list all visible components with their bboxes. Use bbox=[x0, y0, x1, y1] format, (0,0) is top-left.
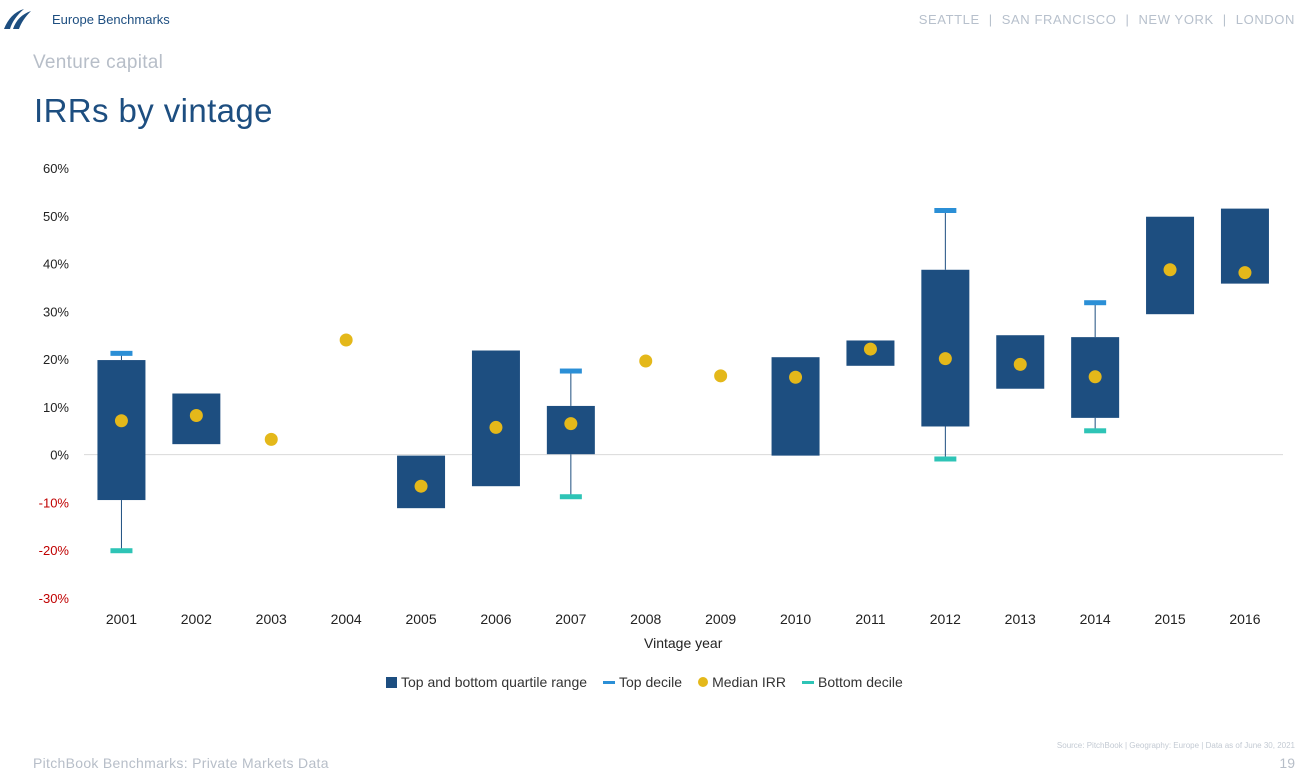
bottom-decile-marker bbox=[110, 548, 133, 554]
quartile-box bbox=[97, 360, 146, 501]
x-tick-label: 2015 bbox=[1154, 611, 1185, 627]
median-irr-point bbox=[1013, 357, 1027, 371]
median-irr-point bbox=[489, 420, 503, 434]
median-irr-point bbox=[938, 352, 952, 366]
x-tick-label: 2012 bbox=[930, 611, 961, 627]
legend-label-bottom-decile: Bottom decile bbox=[817, 674, 903, 690]
median-irr-point bbox=[714, 369, 728, 383]
city-separator: | bbox=[1222, 12, 1227, 27]
median-irr-point bbox=[789, 370, 803, 384]
median-irr-point bbox=[1238, 266, 1252, 280]
x-axis-title: Vintage year bbox=[644, 635, 723, 651]
city-separator: | bbox=[1125, 12, 1130, 27]
legend-swatch-quartile bbox=[386, 676, 397, 688]
y-tick-label: -20% bbox=[39, 543, 70, 558]
brand-label: Europe Benchmarks bbox=[52, 12, 170, 27]
x-tick-label: 2014 bbox=[1080, 611, 1111, 627]
median-irr-point bbox=[1163, 263, 1177, 277]
median-irr-point bbox=[264, 432, 278, 446]
x-tick-label: 2009 bbox=[705, 611, 736, 627]
legend-label-median: Median IRR bbox=[712, 674, 786, 690]
y-tick-label: 50% bbox=[43, 209, 69, 224]
x-tick-label: 2016 bbox=[1229, 611, 1260, 627]
y-tick-label: 60% bbox=[43, 161, 69, 176]
quartile-box bbox=[921, 269, 970, 427]
section-subtitle: Venture capital bbox=[33, 52, 164, 73]
legend-label-top-decile: Top decile bbox=[619, 674, 683, 690]
y-tick-label: 0% bbox=[50, 448, 69, 463]
x-tick-label: 2010 bbox=[780, 611, 811, 627]
x-tick-label: 2002 bbox=[181, 611, 212, 627]
bottom-decile-marker bbox=[1084, 428, 1107, 434]
x-tick-label: 2001 bbox=[106, 611, 137, 627]
median-irr-point bbox=[189, 408, 203, 422]
city-london: LONDON bbox=[1235, 12, 1295, 27]
legend-swatch-median bbox=[698, 677, 709, 687]
irr-box-chart: -30% -20% -10% 0% 10% 20% 30% 40% 50% 60% 2001 2002… bbox=[39, 161, 1283, 651]
page-title: IRRs by vintage bbox=[34, 92, 273, 129]
city-seattle: SEATTLE bbox=[918, 12, 980, 27]
median-irr-point bbox=[114, 414, 128, 428]
median-irr-point bbox=[564, 417, 578, 431]
city-new-york: NEW YORK bbox=[1138, 12, 1214, 27]
median-irr-point bbox=[639, 354, 653, 368]
x-tick-label: 2004 bbox=[331, 611, 362, 627]
legend-label-quartile: Top and bottom quartile range bbox=[401, 674, 588, 690]
source-note: Source: PitchBook | Geography: Europe | … bbox=[1056, 741, 1295, 750]
x-tick-label: 2005 bbox=[405, 611, 436, 627]
bottom-decile-marker bbox=[934, 456, 957, 462]
pitchbook-logo-icon bbox=[4, 9, 31, 29]
top-decile-marker bbox=[110, 350, 133, 356]
top-decile-marker bbox=[1084, 300, 1107, 306]
y-tick-label: 20% bbox=[43, 352, 69, 367]
median-irr-point bbox=[339, 333, 353, 347]
y-tick-label: 40% bbox=[43, 257, 69, 272]
y-tick-label: 30% bbox=[43, 304, 69, 319]
legend-swatch-top-decile bbox=[603, 680, 616, 684]
median-irr-point bbox=[414, 479, 428, 493]
y-tick-label: 10% bbox=[43, 400, 69, 415]
median-irr-point bbox=[1088, 370, 1102, 384]
x-tick-label: 2007 bbox=[555, 611, 586, 627]
page-header: Europe Benchmarks SEATTLE | SAN FRANCISC… bbox=[0, 0, 1315, 40]
x-tick-label: 2006 bbox=[480, 611, 511, 627]
city-separator: | bbox=[988, 12, 993, 27]
legend-item-median: Median IRR bbox=[698, 674, 786, 690]
bottom-decile-marker bbox=[559, 494, 582, 500]
y-tick-label: -10% bbox=[39, 495, 70, 510]
x-tick-label: 2003 bbox=[256, 611, 287, 627]
top-decile-marker bbox=[559, 368, 582, 374]
city-list: SEATTLE | SAN FRANCISCO | NEW YORK | LON… bbox=[919, 12, 1295, 27]
footer-label: PitchBook Benchmarks: Private Markets Da… bbox=[33, 755, 329, 771]
y-tick-label: -30% bbox=[39, 591, 70, 606]
chart-legend: Top and bottom quartile range Top decile… bbox=[386, 674, 919, 690]
x-tick-label: 2013 bbox=[1005, 611, 1036, 627]
x-tick-label: 2008 bbox=[630, 611, 661, 627]
legend-item-quartile: Top and bottom quartile range bbox=[386, 674, 587, 690]
city-san-francisco: SAN FRANCISCO bbox=[1001, 12, 1117, 27]
quartile-box bbox=[471, 350, 520, 487]
page-number: 19 bbox=[1279, 755, 1295, 771]
legend-swatch-bottom-decile bbox=[801, 680, 814, 684]
top-decile-marker bbox=[934, 208, 957, 213]
legend-item-top-decile: Top decile bbox=[603, 674, 682, 690]
x-tick-label: 2011 bbox=[855, 611, 885, 627]
legend-item-bottom-decile: Bottom decile bbox=[801, 674, 903, 690]
median-irr-point bbox=[863, 342, 877, 356]
